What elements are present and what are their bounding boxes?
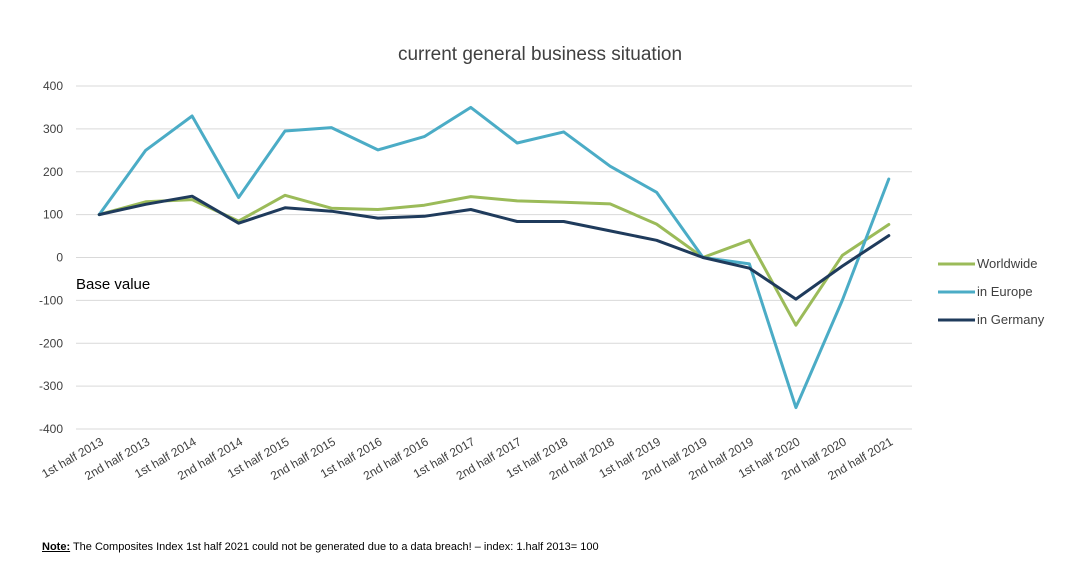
series-line-in-europe [97,105,891,410]
y-tick-label: 300 [43,122,63,136]
y-tick-label: 0 [56,251,63,265]
y-axis-tick-labels: 400 300 200 100 0 -100 -200 -300 -400 [39,79,63,436]
y-tick-label: 200 [43,165,63,179]
series-lines [97,105,891,410]
y-tick-label: 400 [43,79,63,93]
y-tick-label: -400 [39,422,63,436]
chart-title: current general business situation [398,44,682,65]
y-tick-label: -100 [39,293,63,307]
y-tick-label: -200 [39,336,63,350]
legend-label-worldwide: Worldwide [977,256,1037,271]
footnote-label: Note: [42,541,71,553]
legend-label-in-europe: in Europe [977,284,1033,299]
gridlines [76,85,912,430]
footnote-text: The Composites Index 1st half 2021 could… [70,541,599,553]
base-value-annotation: Base value [76,276,150,293]
footnote: Note: The Composites Index 1st half 2021… [42,541,599,553]
legend-label-in-germany: in Germany [977,312,1045,327]
y-tick-label: -300 [39,379,63,393]
y-tick-label: 100 [43,208,63,222]
series-line-in-germany [97,194,891,301]
legend: Worldwide in Europe in Germany [938,256,1045,327]
